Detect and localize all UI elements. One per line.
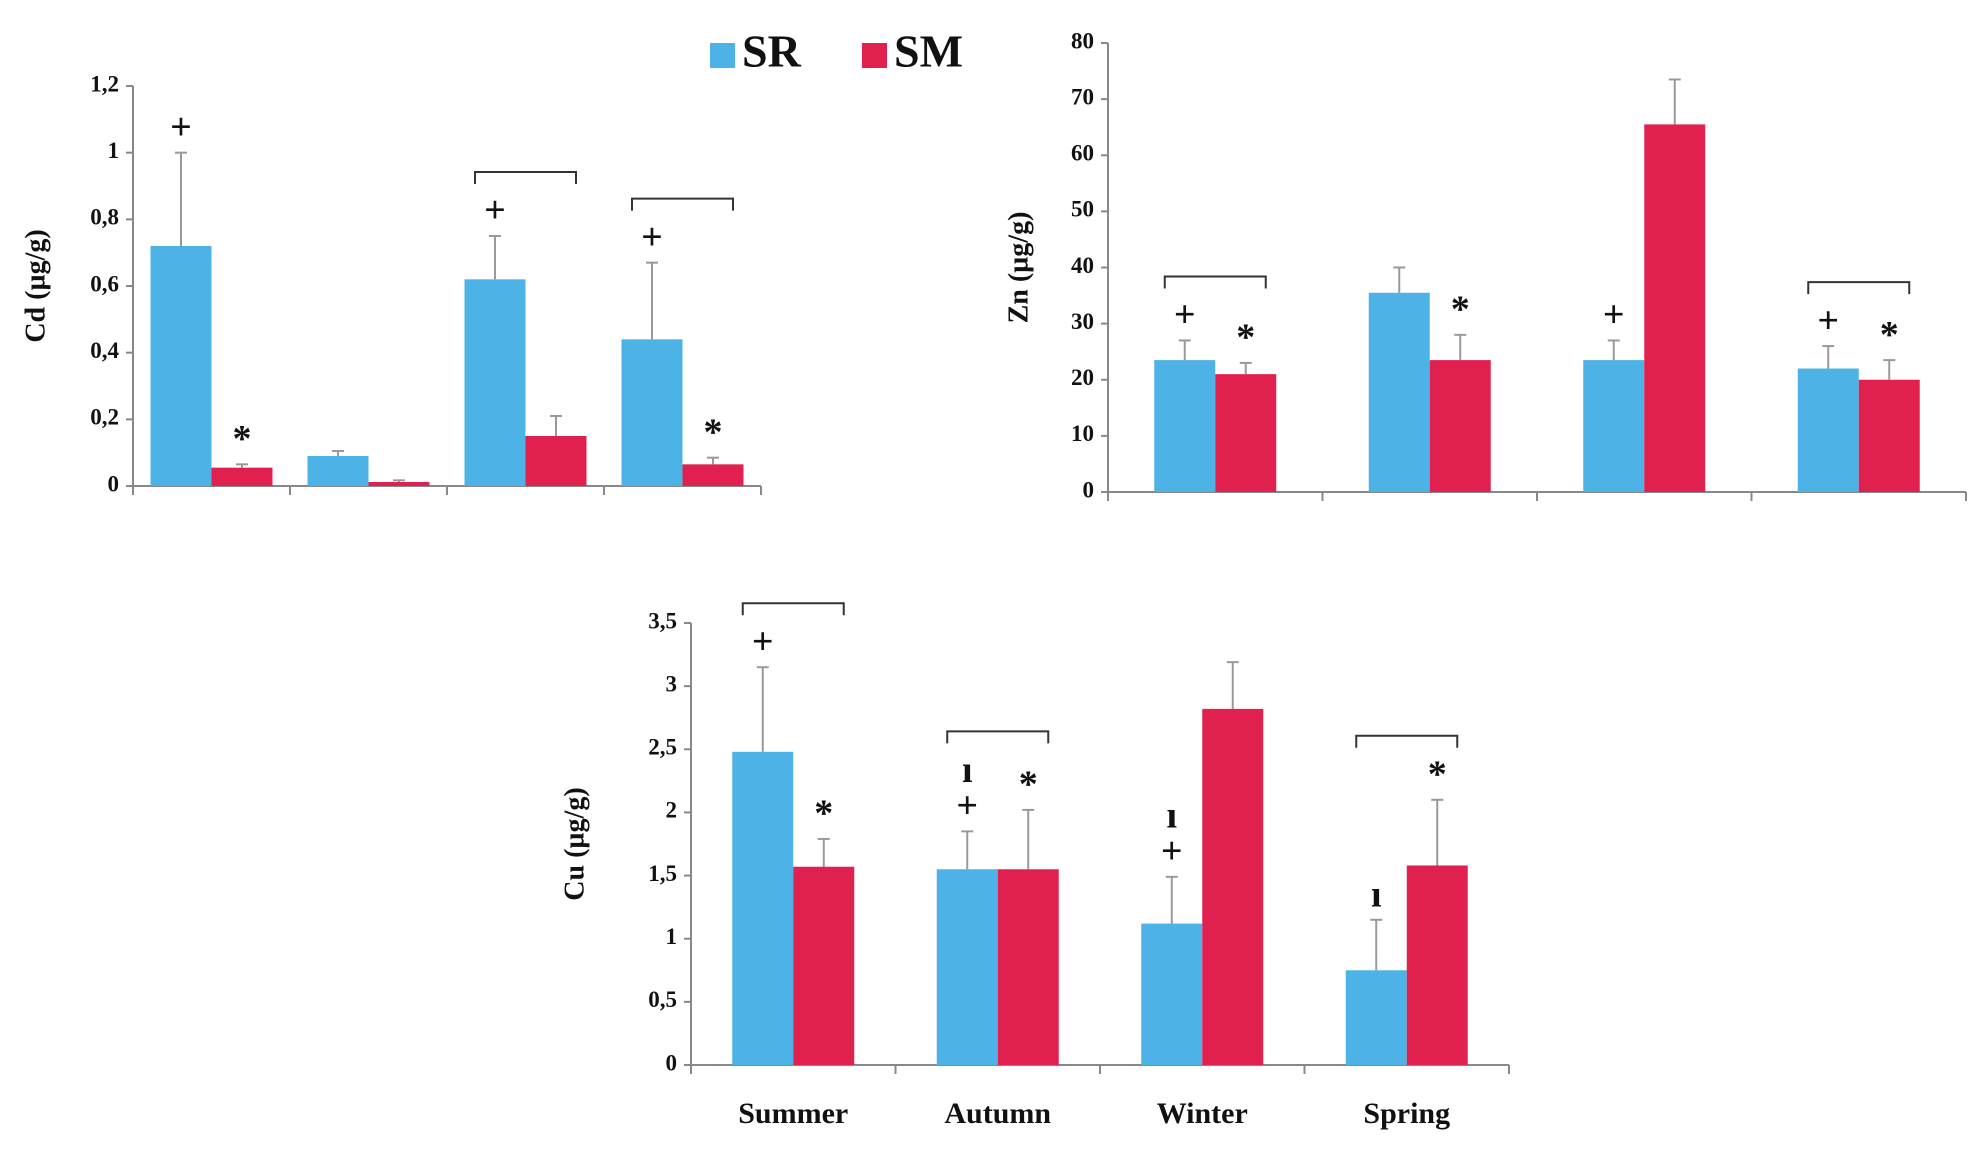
y-tick-label: 10: [1071, 421, 1094, 446]
significance-marker: *: [233, 418, 252, 460]
y-tick-label: 0,4: [90, 338, 119, 363]
significance-marker: *: [1236, 317, 1255, 359]
bar: [1406, 865, 1468, 1065]
y-tick-label: 0: [1083, 477, 1095, 502]
bar: [1583, 360, 1645, 492]
bar: [732, 751, 794, 1065]
bar: [307, 456, 369, 486]
comparison-bracket: [741, 602, 845, 616]
y-tick-label: 30: [1071, 309, 1094, 334]
comparison-bracket: [1807, 281, 1911, 295]
comparison-bracket: [946, 730, 1050, 744]
significance-marker: +: [641, 216, 663, 258]
legend-label: SR: [742, 26, 802, 77]
significance-marker: *: [704, 411, 723, 453]
y-tick-label: 2: [666, 798, 678, 823]
x-tick-label: Spring: [1363, 1097, 1450, 1130]
y-tick-label: 40: [1071, 253, 1094, 278]
y-tick-label: 0,8: [90, 205, 119, 230]
bar: [682, 464, 744, 486]
y-tick-label: 20: [1071, 365, 1094, 390]
significance-marker: +: [170, 106, 192, 148]
bar: [1154, 360, 1216, 492]
y-axis-label: Cu (µg/g): [559, 787, 590, 900]
bar: [211, 467, 273, 486]
significance-marker: ı: [962, 749, 973, 791]
bar: [1215, 374, 1277, 492]
bar: [997, 869, 1059, 1065]
bar: [793, 866, 855, 1065]
y-tick-label: 80: [1071, 28, 1094, 53]
x-tick-label: Autumn: [944, 1097, 1051, 1130]
y-tick-label: 70: [1071, 84, 1094, 109]
significance-marker: +: [752, 621, 774, 663]
significance-marker: *: [1019, 764, 1038, 806]
significance-marker: +: [1161, 831, 1183, 873]
y-tick-label: 0,6: [90, 271, 119, 296]
bar: [1345, 970, 1407, 1065]
significance-marker: +: [956, 785, 978, 827]
bar: [936, 869, 998, 1065]
y-tick-label: 60: [1071, 141, 1094, 166]
significance-marker: +: [1603, 294, 1625, 336]
y-tick-label: 3: [666, 671, 678, 696]
significance-marker: +: [1817, 300, 1839, 342]
y-tick-label: 1,5: [648, 861, 677, 886]
legend-label: SM: [894, 26, 963, 77]
bar: [1797, 368, 1859, 492]
y-tick-label: 0,5: [648, 987, 677, 1012]
y-tick-label: 0,2: [90, 405, 119, 430]
bar: [1858, 379, 1920, 492]
y-axis-label: Cd (µg/g): [20, 229, 51, 342]
significance-marker: +: [1174, 294, 1196, 336]
y-tick-label: 1: [666, 924, 678, 949]
y-tick-label: 0: [108, 471, 120, 496]
y-tick-label: 0: [666, 1050, 678, 1075]
bar: [150, 246, 212, 486]
y-tick-label: 3,5: [648, 608, 677, 633]
legend-swatch: [862, 43, 887, 68]
y-tick-label: 1: [108, 138, 120, 163]
comparison-bracket: [1163, 275, 1267, 289]
comparison-bracket: [631, 197, 734, 211]
bar: [621, 339, 683, 486]
significance-marker: *: [814, 793, 833, 835]
y-tick-label: 1,2: [90, 71, 119, 96]
comparison-bracket: [474, 171, 577, 184]
significance-marker: *: [1451, 289, 1470, 331]
bar: [368, 482, 430, 486]
bar: [1141, 923, 1203, 1065]
y-tick-label: 2,5: [648, 735, 677, 760]
significance-marker: ı: [1371, 873, 1382, 915]
bar: [1202, 708, 1264, 1065]
bar: [1644, 124, 1706, 492]
significance-marker: *: [1428, 754, 1447, 796]
bar: [464, 279, 526, 486]
bar: [525, 436, 587, 486]
bar: [1368, 292, 1430, 492]
y-axis-label: Zn (µg/g): [1003, 212, 1034, 324]
significance-marker: *: [1880, 314, 1899, 356]
comparison-bracket: [1355, 734, 1459, 748]
x-tick-label: Winter: [1157, 1097, 1248, 1130]
x-tick-label: Summer: [738, 1097, 848, 1130]
bar: [1429, 360, 1491, 492]
legend-swatch: [710, 43, 735, 68]
significance-marker: +: [484, 190, 506, 232]
y-tick-label: 50: [1071, 197, 1094, 222]
significance-marker: ı: [1166, 795, 1177, 837]
